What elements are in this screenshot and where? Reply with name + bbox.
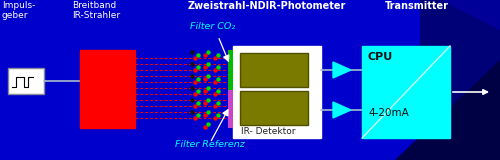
Polygon shape	[440, 0, 500, 30]
Bar	[233, 46, 321, 138]
Bar	[8, 68, 44, 94]
Polygon shape	[420, 0, 500, 160]
Text: Filter Referenz: Filter Referenz	[175, 140, 245, 149]
Polygon shape	[395, 60, 500, 160]
Text: Impuls-
geber: Impuls- geber	[2, 1, 35, 20]
Bar	[228, 50, 233, 90]
Text: 4-20mA: 4-20mA	[368, 108, 409, 118]
Polygon shape	[333, 62, 351, 78]
Bar	[362, 46, 450, 138]
Bar	[240, 91, 308, 125]
Text: Filter CO₂: Filter CO₂	[190, 22, 235, 31]
Text: CPU: CPU	[368, 52, 393, 62]
Text: Breitband
IR-Strahler: Breitband IR-Strahler	[72, 1, 120, 20]
Bar	[80, 50, 135, 128]
Text: Zweistrahl-NDIR-Photometer: Zweistrahl-NDIR-Photometer	[188, 1, 346, 11]
Text: IR- Detektor: IR- Detektor	[241, 127, 296, 136]
Polygon shape	[333, 102, 351, 118]
Text: Transmitter: Transmitter	[385, 1, 449, 11]
Bar	[240, 53, 308, 87]
Bar	[228, 90, 233, 128]
